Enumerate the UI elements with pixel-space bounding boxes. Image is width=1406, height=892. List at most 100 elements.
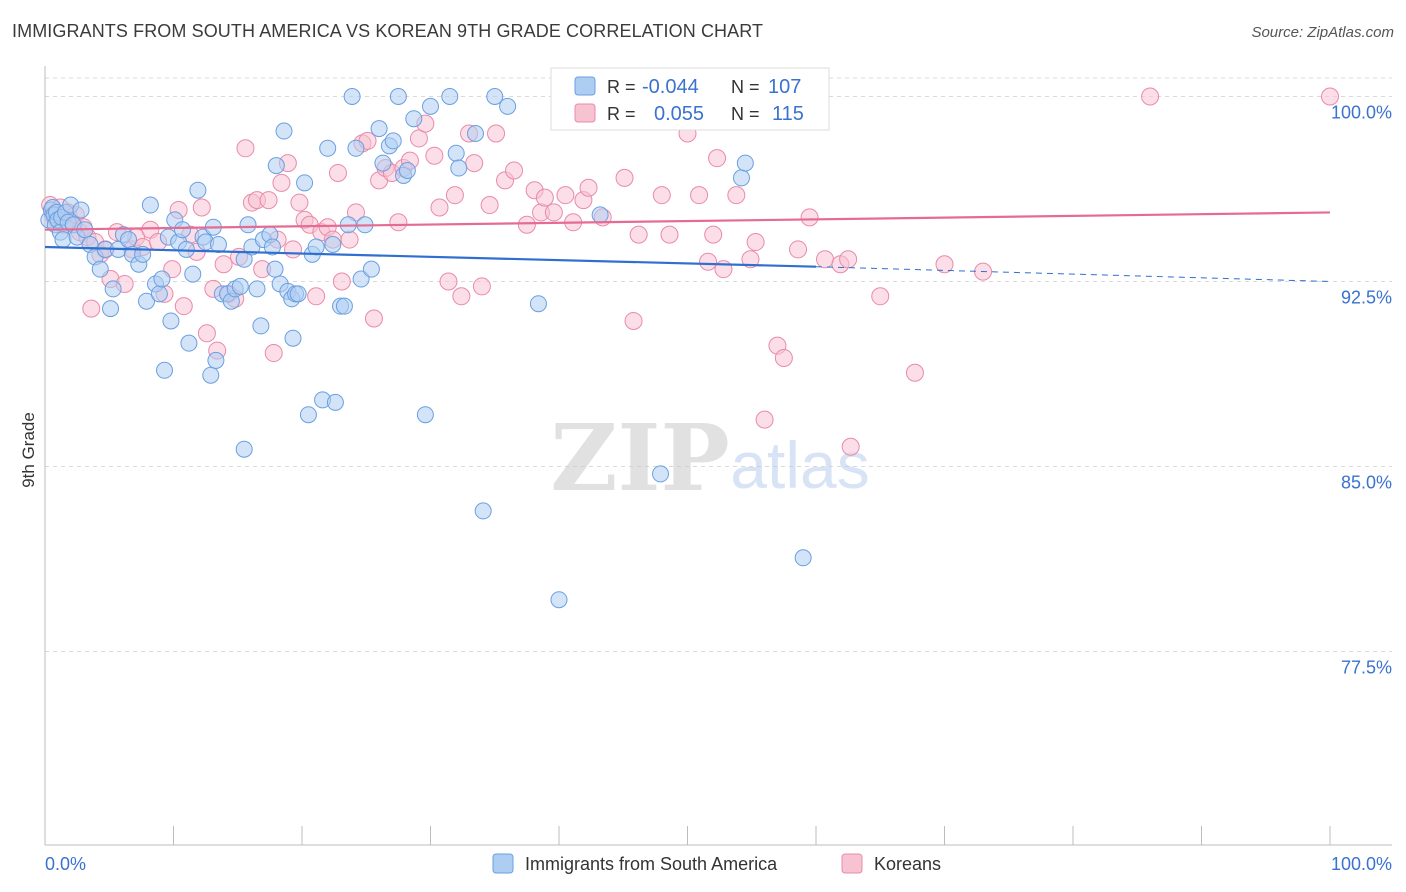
south-america-trend-line bbox=[44, 245, 817, 268]
south-america-point bbox=[141, 196, 159, 214]
south-america-point bbox=[441, 88, 459, 105]
legend-n-label-2: N = bbox=[731, 104, 760, 124]
south-america-point bbox=[153, 270, 171, 288]
legend-r-value-2: 0.055 bbox=[654, 103, 704, 125]
south-america-point bbox=[266, 260, 284, 278]
south-america-point bbox=[173, 221, 191, 239]
korean-point bbox=[741, 250, 760, 269]
korean-point bbox=[839, 250, 858, 269]
korean-point bbox=[704, 225, 723, 244]
south-america-point bbox=[104, 280, 122, 298]
south-america-point bbox=[474, 502, 492, 520]
korean-point bbox=[746, 233, 765, 252]
south-america-point bbox=[202, 366, 220, 384]
south-america-point bbox=[732, 169, 750, 187]
south-america-point bbox=[263, 238, 281, 256]
korean-point bbox=[465, 154, 484, 173]
korean-point bbox=[841, 437, 860, 456]
x-tick-label: 0.0% bbox=[45, 854, 86, 874]
source-label: Source: ZipAtlas.com bbox=[1251, 24, 1394, 41]
south-america-point bbox=[284, 329, 302, 347]
korean-point bbox=[328, 163, 347, 182]
korean-point bbox=[472, 277, 491, 296]
south-america-point bbox=[162, 312, 180, 330]
south-america-point bbox=[72, 201, 90, 219]
y-axis-label: 9th Grade bbox=[19, 412, 38, 488]
south-america-point bbox=[275, 122, 293, 140]
south-america-point bbox=[550, 591, 568, 609]
top-legend-box bbox=[550, 67, 830, 131]
korean-point bbox=[364, 309, 383, 328]
korean-point bbox=[1321, 87, 1339, 106]
south-america-point bbox=[324, 236, 342, 253]
korean-point bbox=[652, 186, 671, 205]
korean-point bbox=[439, 272, 458, 291]
south-america-points bbox=[40, 88, 812, 609]
axes bbox=[44, 66, 1392, 846]
korean-point bbox=[430, 198, 449, 217]
south-america-point bbox=[156, 361, 174, 379]
korean-point bbox=[264, 344, 283, 363]
south-america-point bbox=[267, 157, 285, 175]
south-america-point bbox=[326, 393, 344, 411]
south-america-point bbox=[335, 297, 353, 315]
korean-point bbox=[174, 297, 193, 316]
south-america-point bbox=[499, 97, 517, 115]
south-america-point bbox=[389, 88, 407, 105]
watermark-zip: ZIP bbox=[550, 404, 729, 512]
south-america-point bbox=[486, 88, 504, 105]
korean-point bbox=[800, 208, 819, 227]
korean-point bbox=[197, 324, 216, 343]
south-america-point bbox=[591, 206, 609, 224]
bottom-legend-swatch-pink bbox=[841, 853, 863, 874]
south-america-point bbox=[299, 406, 317, 424]
south-america-point bbox=[307, 238, 325, 256]
korean-point bbox=[615, 168, 634, 187]
south-america-point bbox=[289, 285, 307, 303]
korean-point bbox=[629, 225, 648, 244]
south-america-point bbox=[450, 159, 468, 177]
tick-labels: 77.5% 85.0% 92.5% 100.0% 0.0% 100.0% bbox=[45, 103, 1392, 875]
korean-point bbox=[579, 178, 598, 197]
south-america-point bbox=[529, 295, 547, 313]
south-america-point bbox=[416, 406, 434, 424]
korean-point bbox=[214, 255, 233, 274]
bottom-legend: Immigrants from South America Koreans bbox=[492, 853, 941, 874]
south-america-point bbox=[296, 174, 314, 192]
korean-point bbox=[774, 348, 793, 367]
korean-point bbox=[505, 161, 524, 180]
south-america-point bbox=[466, 125, 484, 142]
south-america-point bbox=[352, 270, 370, 288]
legend-n-value-1: 107 bbox=[768, 76, 801, 98]
korean-point bbox=[905, 363, 924, 382]
korean-point bbox=[290, 193, 309, 212]
korean-point bbox=[789, 240, 808, 259]
koreans-points bbox=[41, 87, 1339, 456]
legend-n-label-1: N = bbox=[731, 77, 760, 97]
korean-point bbox=[624, 311, 643, 330]
y-tick-label: 85.0% bbox=[1341, 473, 1392, 493]
korean-point bbox=[708, 149, 727, 168]
korean-point bbox=[535, 188, 554, 207]
trend-lines bbox=[44, 211, 1331, 282]
korean-point bbox=[445, 186, 464, 205]
korean-point bbox=[480, 196, 499, 215]
korean-point bbox=[815, 250, 834, 269]
korean-trend-line bbox=[44, 211, 1331, 231]
south-america-point bbox=[736, 154, 754, 172]
south-america-point bbox=[384, 132, 402, 150]
korean-point bbox=[699, 252, 718, 271]
y-tick-label: 92.5% bbox=[1341, 288, 1392, 308]
bottom-legend-swatch-blue bbox=[492, 853, 514, 874]
legend-n-value-2: 115 bbox=[772, 103, 804, 125]
south-america-point bbox=[138, 292, 156, 310]
korean-point bbox=[487, 124, 506, 143]
legend-r-label-2: R = bbox=[607, 104, 636, 124]
korean-point bbox=[452, 287, 471, 306]
south-america-point bbox=[405, 110, 423, 128]
south-america-point bbox=[235, 440, 253, 458]
korean-point bbox=[755, 410, 774, 429]
korean-point bbox=[727, 186, 746, 205]
south-america-point bbox=[422, 97, 439, 115]
